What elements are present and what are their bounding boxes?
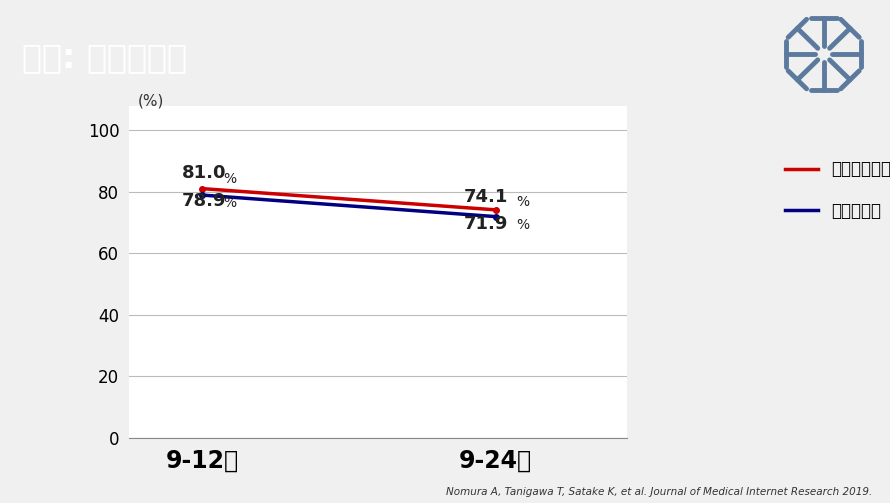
Text: Nomura A, Tanigawa T, Satake K, et al. Journal of Medical Internet Research 2019: Nomura A, Tanigawa T, Satake K, et al. J… <box>446 487 872 497</box>
Text: %: % <box>516 195 530 209</box>
Text: 74.1: 74.1 <box>464 188 507 206</box>
Text: 71.9: 71.9 <box>464 215 507 232</box>
Text: %: % <box>222 172 236 186</box>
Text: (%): (%) <box>138 94 165 109</box>
Text: 78.9: 78.9 <box>182 192 226 210</box>
Legend: オンライン診療群, 対面診療群: オンライン診療群, 対面診療群 <box>778 154 890 226</box>
Text: 結果: 継続禁煙率: 結果: 継続禁煙率 <box>22 41 187 74</box>
Text: 81.0: 81.0 <box>182 164 226 182</box>
Text: %: % <box>516 218 530 231</box>
Text: %: % <box>222 196 236 210</box>
